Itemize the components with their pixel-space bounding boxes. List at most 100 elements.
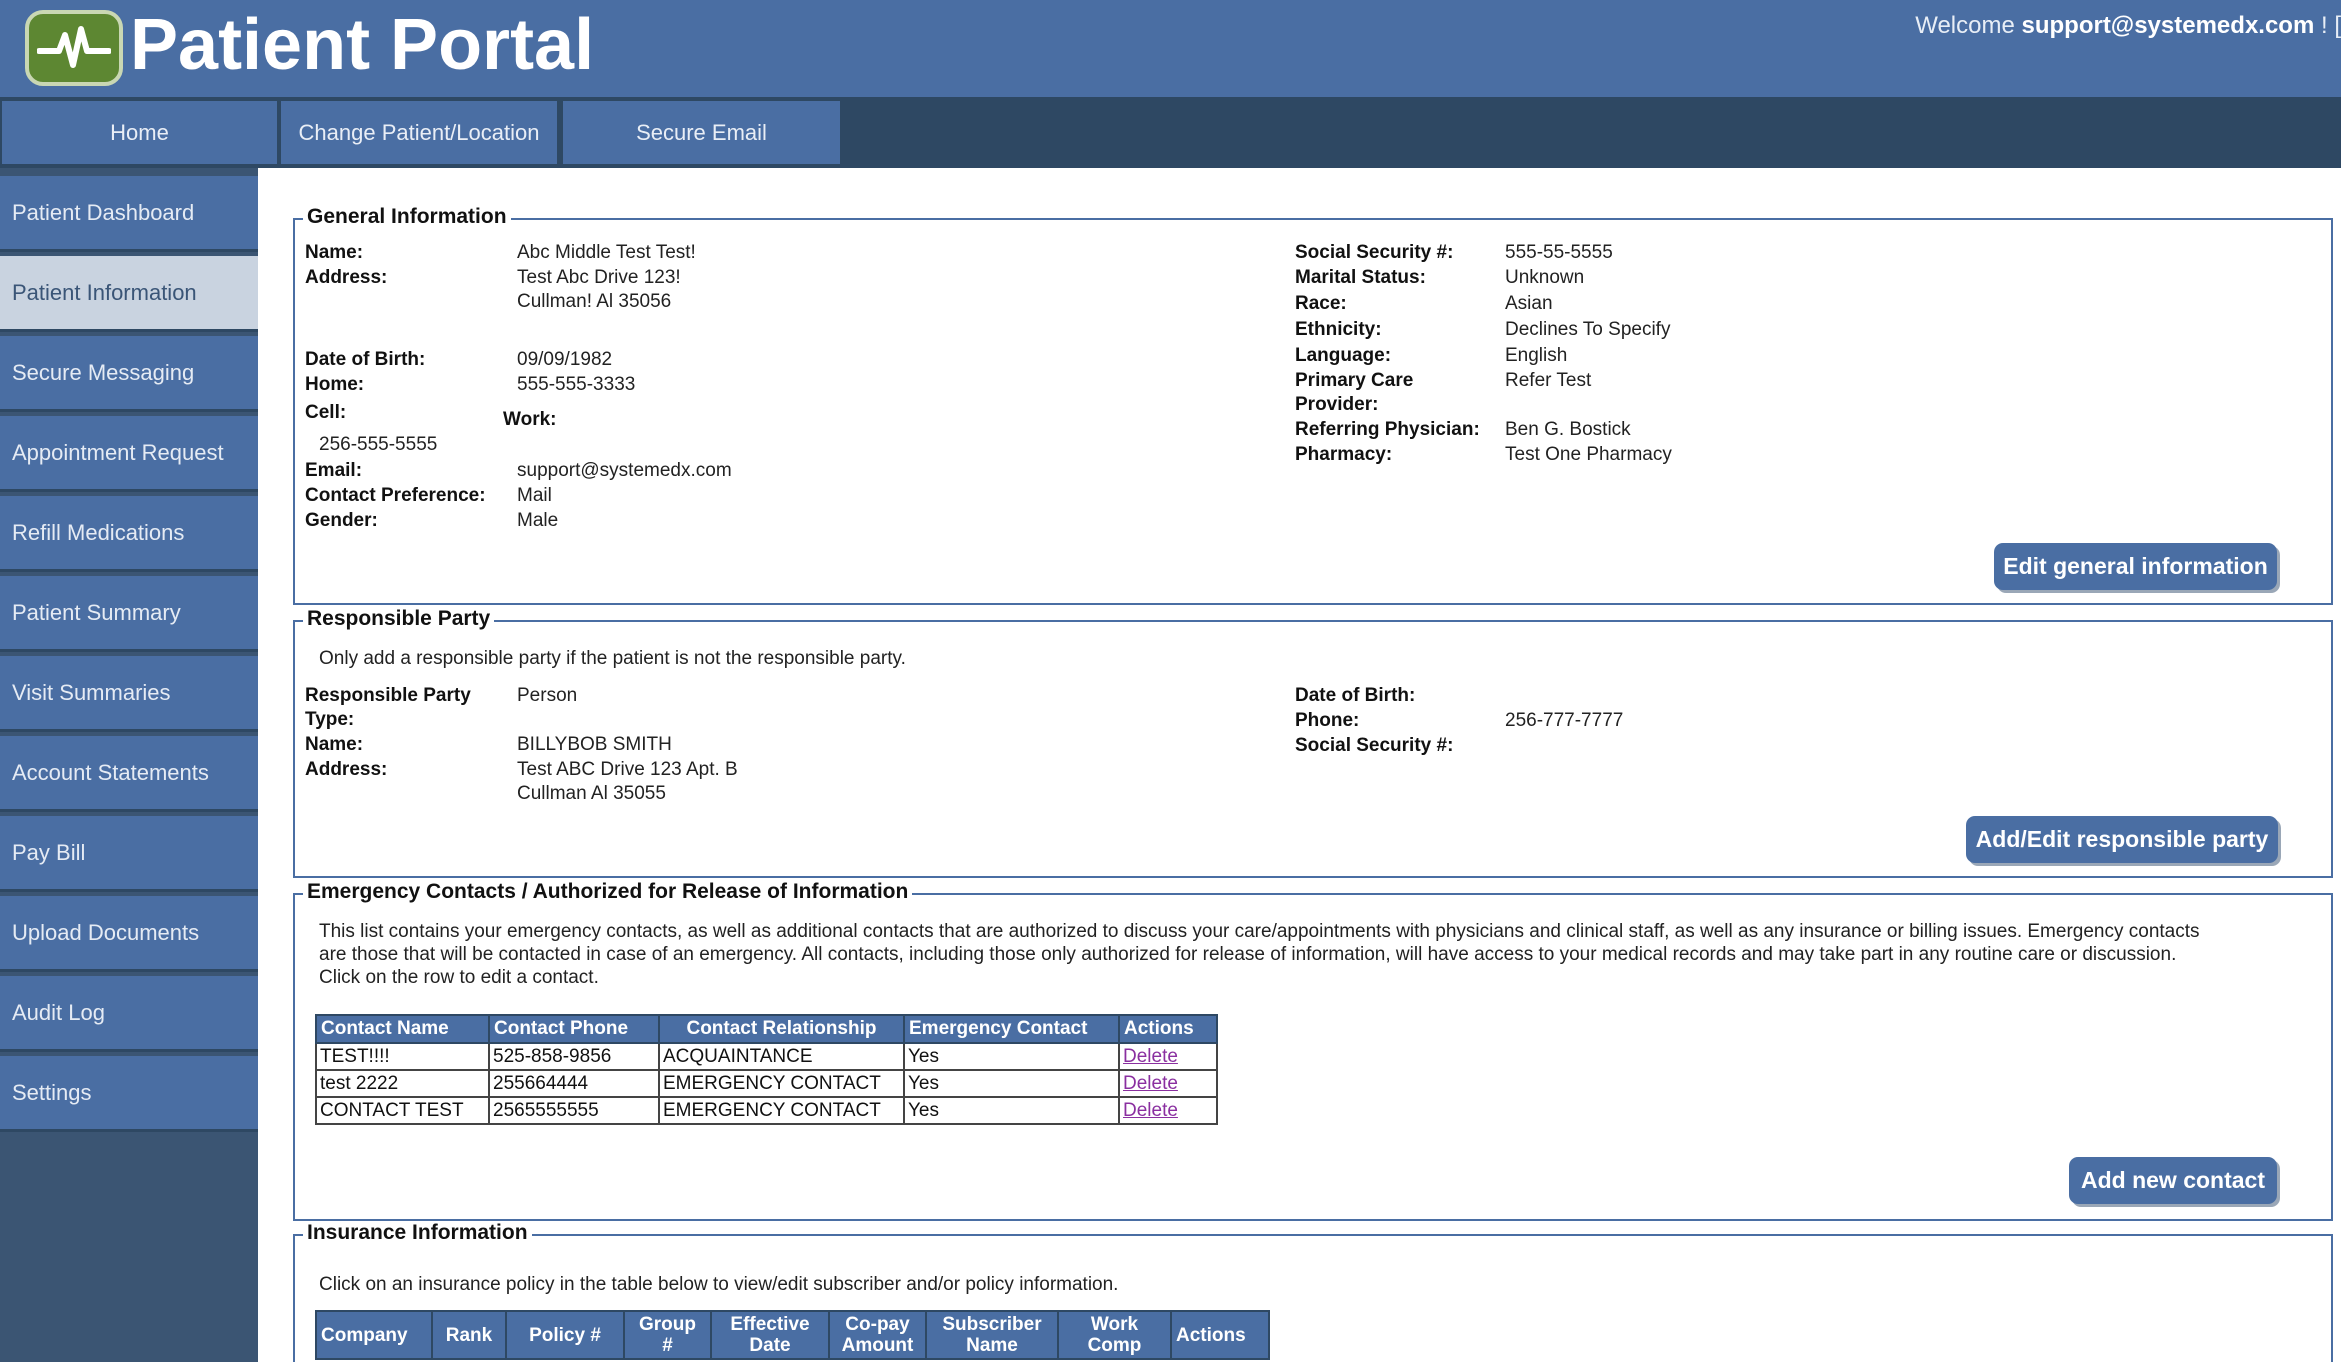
sidebar-item-upload-documents[interactable]: Upload Documents [0, 896, 258, 972]
section-title: Responsible Party [303, 607, 495, 631]
contact-name: TEST!!!! [315, 1042, 490, 1071]
referring-physician: Ben G. Bostick [1505, 419, 1631, 440]
responsible-party-phone: 256-777-7777 [1505, 710, 1624, 731]
section-title: Insurance Information [303, 1221, 532, 1245]
responsible-party-type-label-2: Type: [305, 709, 355, 730]
add-edit-responsible-party-button[interactable]: Add/Edit responsible party [1966, 816, 2278, 863]
sidebar-item-patient-dashboard[interactable]: Patient Dashboard [0, 176, 258, 252]
responsible-party-section: Responsible Party Only add a responsible… [293, 607, 2333, 878]
contact-name: CONTACT TEST [315, 1096, 490, 1125]
column-contact-name: Contact Name [315, 1014, 490, 1044]
home-label: Home: [305, 374, 365, 395]
header: Patient Portal Welcome support@systemedx… [0, 0, 2341, 97]
column-subscriber-name: Subscriber Name [925, 1310, 1059, 1360]
table-row[interactable]: test 2222 255664444 EMERGENCY CONTACT Ye… [315, 1069, 1218, 1098]
column-contact-relationship: Contact Relationship [658, 1014, 905, 1044]
tab-change-patient-location[interactable]: Change Patient/Location [281, 101, 557, 164]
insurance-note: Click on an insurance policy in the tabl… [319, 1274, 1119, 1295]
sidebar-item-account-statements[interactable]: Account Statements [0, 736, 258, 812]
edit-general-information-button[interactable]: Edit general information [1994, 543, 2277, 590]
contact-phone: 525-858-9856 [488, 1042, 660, 1071]
marital-status: Unknown [1505, 267, 1585, 288]
referring-physician-label: Referring Physician: [1295, 419, 1480, 440]
responsible-party-type: Person [517, 685, 578, 706]
cell-phone: 256-555-5555 [319, 434, 438, 455]
heartbeat-icon [25, 10, 123, 86]
sidebar-item-secure-messaging[interactable]: Secure Messaging [0, 336, 258, 412]
tab-secure-email[interactable]: Secure Email [563, 101, 840, 164]
language: English [1505, 345, 1568, 366]
name-label: Name: [305, 242, 364, 263]
emergency-note-line-3: Click on the row to edit a contact. [319, 967, 599, 988]
responsible-party-type-label: Responsible Party [305, 685, 471, 706]
sidebar-item-visit-summaries[interactable]: Visit Summaries [0, 656, 258, 732]
ssn-label: Social Security #: [1295, 242, 1454, 263]
section-title: Emergency Contacts / Authorized for Rele… [303, 880, 913, 904]
sidebar: Patient Dashboard Patient Information Se… [0, 168, 258, 1362]
email: support@systemedx.com [517, 460, 732, 481]
welcome-message: Welcome support@systemedx.com ! [ [1915, 12, 2341, 39]
ethnicity: Declines To Specify [1505, 319, 1671, 340]
table-row[interactable]: CONTACT TEST 2565555555 EMERGENCY CONTAC… [315, 1096, 1218, 1125]
primary-care-provider: Refer Test [1505, 370, 1592, 391]
emergency-contacts-section: Emergency Contacts / Authorized for Rele… [293, 880, 2333, 1221]
dob-label: Date of Birth: [1295, 685, 1416, 706]
emergency-note-line-1: This list contains your emergency contac… [319, 921, 2200, 942]
email-label: Email: [305, 460, 363, 481]
delete-link[interactable]: Delete [1123, 1045, 1178, 1067]
contact-preference: Mail [517, 485, 552, 506]
column-company: Company [315, 1310, 433, 1360]
sidebar-item-patient-summary[interactable]: Patient Summary [0, 576, 258, 652]
language-label: Language: [1295, 345, 1392, 366]
column-copay-amount: Co-pay Amount [828, 1310, 927, 1360]
emergency-note-line-2: are those that will be contacted in case… [319, 944, 2177, 965]
app-title: Patient Portal [130, 5, 595, 85]
top-navigation: Home Change Patient/Location Secure Emai… [0, 97, 2341, 168]
section-title: General Information [303, 205, 511, 229]
race: Asian [1505, 293, 1553, 314]
patient-name: Abc Middle Test Test! [517, 242, 696, 263]
contact-relationship: EMERGENCY CONTACT [658, 1096, 905, 1125]
primary-care-label-2: Provider: [1295, 394, 1379, 415]
gender-label: Gender: [305, 510, 378, 531]
contact-name: test 2222 [315, 1069, 490, 1098]
column-rank: Rank [431, 1310, 507, 1360]
ssn: 555-55-5555 [1505, 242, 1613, 263]
phone-label: Phone: [1295, 710, 1360, 731]
responsible-party-name: BILLYBOB SMITH [517, 734, 672, 755]
address-line-2: Cullman! Al 35056 [517, 291, 672, 312]
sidebar-item-settings[interactable]: Settings [0, 1056, 258, 1132]
address-line-1: Test Abc Drive 123! [517, 267, 681, 288]
table-header-row: Contact Name Contact Phone Contact Relat… [315, 1014, 1218, 1044]
column-emergency-contact: Emergency Contact [903, 1014, 1120, 1044]
delete-link[interactable]: Delete [1123, 1099, 1178, 1121]
sidebar-item-audit-log[interactable]: Audit Log [0, 976, 258, 1052]
emergency-contact-flag: Yes [903, 1096, 1120, 1125]
insurance-table: Company Rank Policy # Group # Effective Da… [315, 1310, 1270, 1360]
sidebar-item-appointment-request[interactable]: Appointment Request [0, 416, 258, 492]
sidebar-item-refill-medications[interactable]: Refill Medications [0, 496, 258, 572]
table-row[interactable]: TEST!!!! 525-858-9856 ACQUAINTANCE Yes D… [315, 1042, 1218, 1071]
add-new-contact-button[interactable]: Add new contact [2069, 1157, 2277, 1204]
responsible-address-line-2: Cullman Al 35055 [517, 783, 666, 804]
emergency-contact-flag: Yes [903, 1042, 1120, 1071]
emergency-contacts-table: Contact Name Contact Phone Contact Relat… [315, 1014, 1218, 1125]
contact-relationship: EMERGENCY CONTACT [658, 1069, 905, 1098]
column-actions: Actions [1118, 1014, 1218, 1044]
table-header-row: Company Rank Policy # Group # Effective Da… [315, 1310, 1270, 1360]
tab-home[interactable]: Home [2, 101, 277, 164]
address-label: Address: [305, 759, 388, 780]
delete-link[interactable]: Delete [1123, 1072, 1178, 1094]
marital-status-label: Marital Status: [1295, 267, 1426, 288]
date-of-birth: 09/09/1982 [517, 349, 613, 370]
column-contact-phone: Contact Phone [488, 1014, 660, 1044]
race-label: Race: [1295, 293, 1347, 314]
contact-preference-label: Contact Preference: [305, 485, 486, 506]
contact-phone: 255664444 [488, 1069, 660, 1098]
column-actions: Actions [1170, 1310, 1270, 1360]
sidebar-item-pay-bill[interactable]: Pay Bill [0, 816, 258, 892]
responsible-party-note: Only add a responsible party if the pati… [319, 648, 906, 669]
column-work-comp: Work Comp [1057, 1310, 1172, 1360]
contact-phone: 2565555555 [488, 1096, 660, 1125]
sidebar-item-patient-information[interactable]: Patient Information [0, 256, 258, 332]
